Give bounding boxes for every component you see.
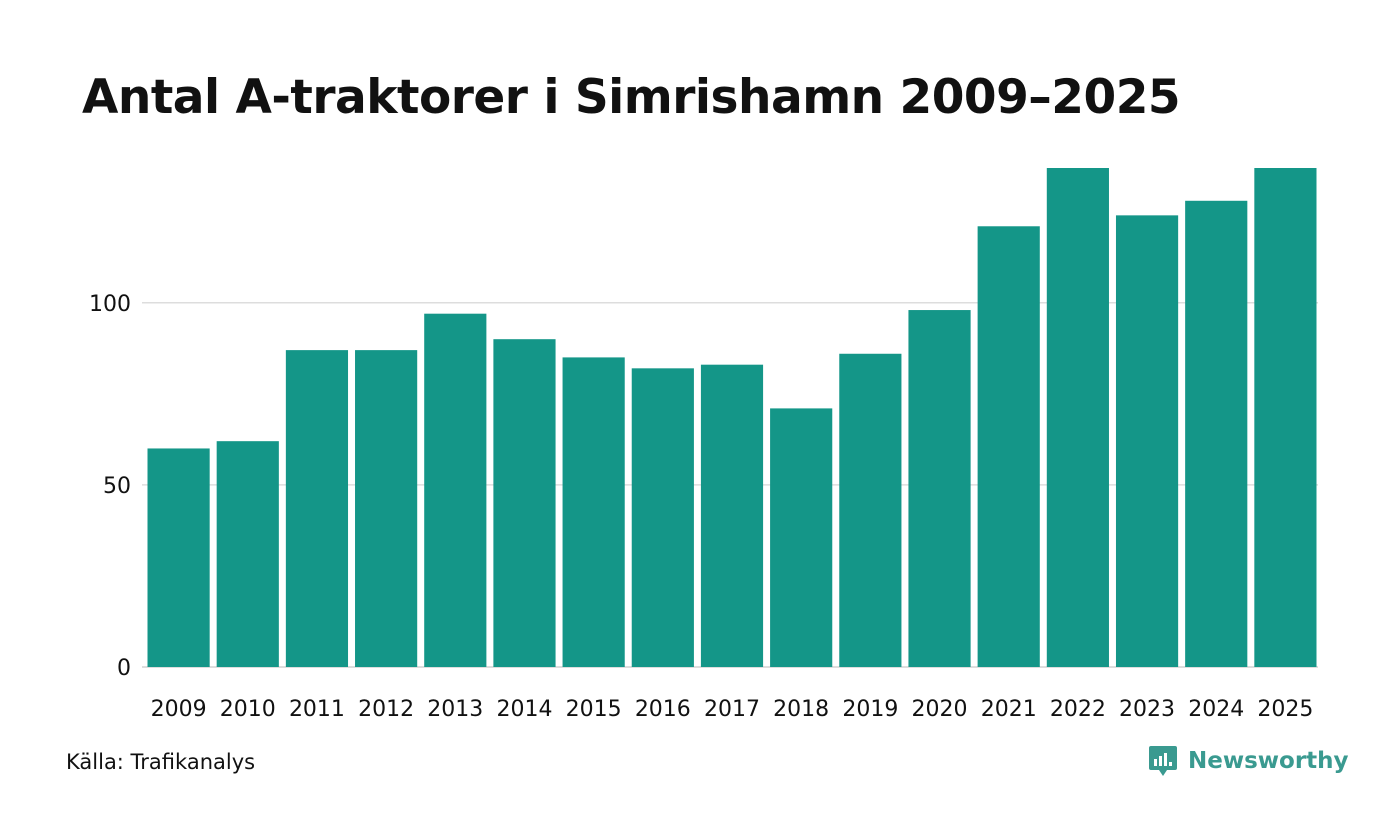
x-tick-label: 2011 (289, 697, 345, 722)
bars (147, 168, 1317, 668)
x-tick-label: 2023 (1119, 697, 1175, 722)
source-note: Källa: Trafikanalys (66, 750, 256, 774)
x-tick-label: 2018 (773, 697, 829, 722)
x-tick-label: 2022 (1050, 697, 1106, 722)
x-tick-label: 2019 (842, 697, 898, 722)
x-tick-label: 2013 (427, 697, 483, 722)
bar-2018 (770, 408, 833, 667)
x-tick-label: 2016 (635, 697, 691, 722)
y-tick-label: 50 (103, 474, 131, 499)
chart-title: Antal A-traktorer i Simrishamn 2009–2025 (82, 70, 1181, 125)
x-tick-label: 2012 (358, 697, 414, 722)
bar-2017 (700, 364, 764, 667)
bar-2022 (1046, 168, 1109, 667)
bar-2010 (216, 441, 279, 667)
bar-2014 (493, 339, 556, 667)
x-tick-label: 2017 (704, 697, 760, 722)
y-tick-label: 100 (89, 292, 131, 317)
x-tick-label: 2020 (912, 697, 968, 722)
bar-2021 (977, 226, 1040, 667)
brand-name: Newsworthy (1188, 748, 1349, 774)
x-axis-ticks: 2009 2010 2011 2012 2013 2014 2015 2016 2017 2018… (151, 697, 1314, 722)
bar-2025 (1254, 168, 1317, 667)
bar-2024 (1185, 200, 1248, 668)
y-tick-label: 0 (117, 656, 131, 681)
bar-2015 (562, 357, 625, 667)
bar-2011 (285, 350, 349, 667)
bar-2009 (147, 448, 210, 667)
bar-2012 (355, 350, 418, 667)
bar-2016 (631, 368, 694, 667)
x-tick-label: 2015 (566, 697, 622, 722)
bar-2019 (839, 353, 902, 667)
x-tick-label: 2021 (981, 697, 1037, 722)
x-tick-label: 2010 (220, 697, 276, 722)
x-tick-label: 2014 (496, 697, 552, 722)
newsworthy-logo: Newsworthy (1148, 744, 1349, 778)
x-tick-label: 2024 (1188, 697, 1244, 722)
bar-2023 (1115, 215, 1179, 667)
x-tick-label: 2025 (1257, 697, 1313, 722)
newsworthy-logo-icon (1149, 746, 1177, 776)
x-tick-label: 2009 (151, 697, 207, 722)
y-axis-ticks: 0 50 100 (89, 292, 131, 681)
bar-2020 (908, 310, 971, 667)
bar-2013 (424, 313, 487, 667)
